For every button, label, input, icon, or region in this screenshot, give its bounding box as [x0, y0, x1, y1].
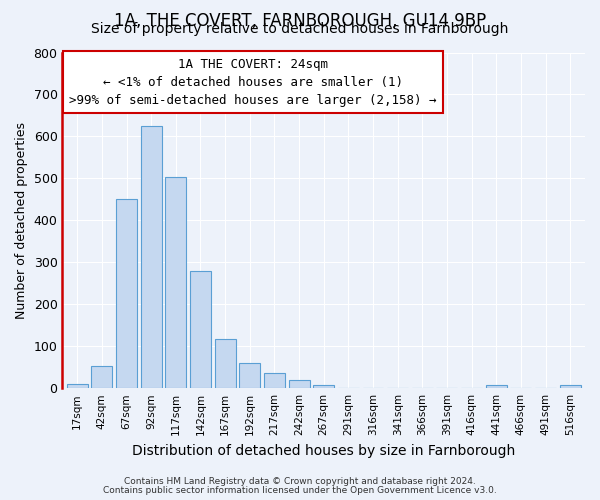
Text: Contains HM Land Registry data © Crown copyright and database right 2024.: Contains HM Land Registry data © Crown c… — [124, 477, 476, 486]
Text: Size of property relative to detached houses in Farnborough: Size of property relative to detached ho… — [91, 22, 509, 36]
Bar — [166, 177, 186, 388]
Text: 1A, THE COVERT, FARNBOROUGH, GU14 9BP: 1A, THE COVERT, FARNBOROUGH, GU14 9BP — [114, 12, 486, 30]
Y-axis label: Number of detached properties: Number of detached properties — [15, 122, 28, 319]
Bar — [67, 384, 88, 388]
Text: Contains public sector information licensed under the Open Government Licence v3: Contains public sector information licen… — [103, 486, 497, 495]
Text: 1A THE COVERT: 24sqm
← <1% of detached houses are smaller (1)
>99% of semi-detac: 1A THE COVERT: 24sqm ← <1% of detached h… — [70, 58, 437, 106]
Bar — [560, 385, 581, 388]
Bar — [313, 385, 334, 388]
Bar — [190, 270, 211, 388]
Bar — [486, 385, 507, 388]
Bar — [264, 374, 285, 388]
Bar — [289, 380, 310, 388]
Bar — [239, 363, 260, 388]
Bar — [215, 339, 236, 388]
Bar — [116, 200, 137, 388]
Bar — [91, 366, 112, 388]
X-axis label: Distribution of detached houses by size in Farnborough: Distribution of detached houses by size … — [132, 444, 515, 458]
Bar — [140, 126, 161, 388]
